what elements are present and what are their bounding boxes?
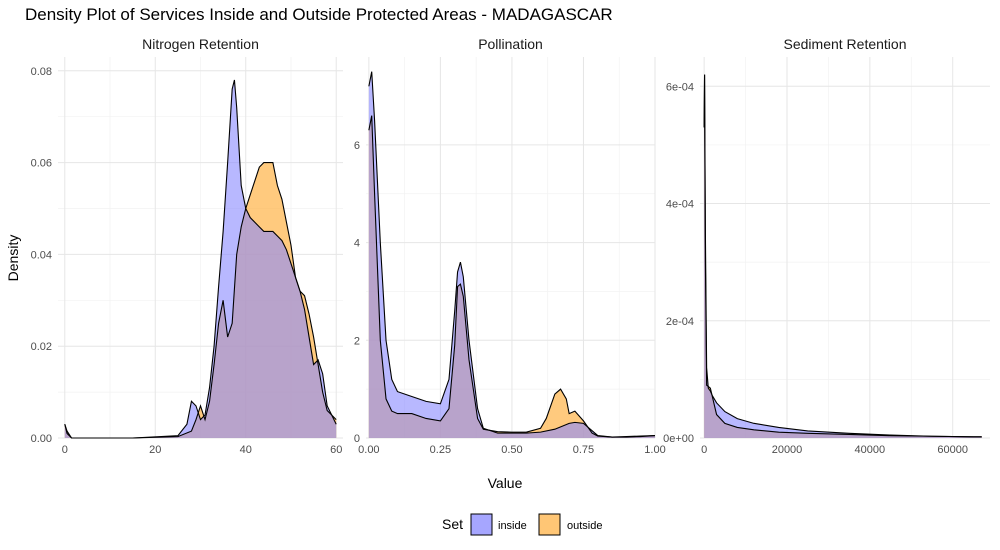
density-area-inside — [368, 71, 655, 439]
density-line-outside — [64, 162, 337, 439]
panel-sediment-retention: Sediment Retention 0 20000 40000 60000 0e+00 2… — [663, 36, 990, 456]
panel-title-pollination: Pollination — [478, 36, 543, 52]
x-tick-label: 20 — [149, 444, 161, 456]
x-tick-label: 0.75 — [573, 444, 594, 456]
y-tick-label: 0 — [354, 433, 360, 445]
y-tick-label: 4e-04 — [666, 199, 694, 211]
y-tick-label: 2 — [354, 335, 360, 347]
x-tick-label: 0.25 — [430, 444, 451, 456]
density-line-outside — [368, 115, 656, 438]
panel-title-nitrogen-retention: Nitrogen Retention — [142, 36, 259, 52]
x-tick-label: 1.00 — [644, 444, 665, 456]
chart-title: Density Plot of Services Inside and Outs… — [25, 5, 613, 24]
x-tick-label: 60 — [330, 444, 342, 456]
y-tick-label: 2e-04 — [666, 316, 694, 328]
legend-swatch-inside — [470, 513, 493, 536]
density-line-inside — [368, 71, 656, 438]
legend-label-inside: inside — [498, 520, 527, 532]
x-tick-label: 20000 — [772, 444, 803, 456]
x-tick-label: 0.50 — [501, 444, 522, 456]
panel-title-sediment-retention: Sediment Retention — [784, 36, 907, 52]
legend-swatch-outside — [538, 513, 561, 536]
y-tick-label: 0.06 — [31, 158, 52, 170]
x-tick-label: 60000 — [937, 444, 968, 456]
density-line-inside — [64, 79, 337, 439]
y-tick-label: 0.00 — [31, 433, 52, 445]
legend-title: Set — [442, 516, 463, 532]
density-area-inside — [64, 79, 337, 438]
y-axis-label: Density — [5, 235, 21, 282]
panel-nitrogen-retention: Nitrogen Retention 0 20 40 60 0.00 0.02 0.04 0.0… — [31, 36, 343, 456]
x-tick-label: 0 — [701, 444, 707, 456]
y-tick-label: 0.04 — [31, 249, 52, 261]
x-tick-label: 40 — [240, 444, 252, 456]
x-tick-label: 0 — [62, 444, 68, 456]
x-tick-label: 0.00 — [358, 444, 379, 456]
y-tick-label: 4 — [354, 238, 360, 250]
x-axis-label: Value — [488, 475, 523, 491]
y-tick-label: 0e+00 — [663, 433, 694, 445]
legend: Set inside outside — [442, 513, 602, 536]
y-tick-label: 0.08 — [31, 66, 52, 78]
y-tick-label: 6 — [354, 140, 360, 152]
y-tick-label: 6e-04 — [666, 81, 694, 93]
x-tick-label: 40000 — [855, 444, 886, 456]
legend-label-outside: outside — [567, 520, 602, 532]
density-line-inside — [703, 74, 982, 438]
y-tick-label: 0.02 — [31, 341, 52, 353]
panel-pollination: Pollination 0.00 0.25 0.50 0.75 1.00 0 2 4 6 — [354, 36, 666, 456]
